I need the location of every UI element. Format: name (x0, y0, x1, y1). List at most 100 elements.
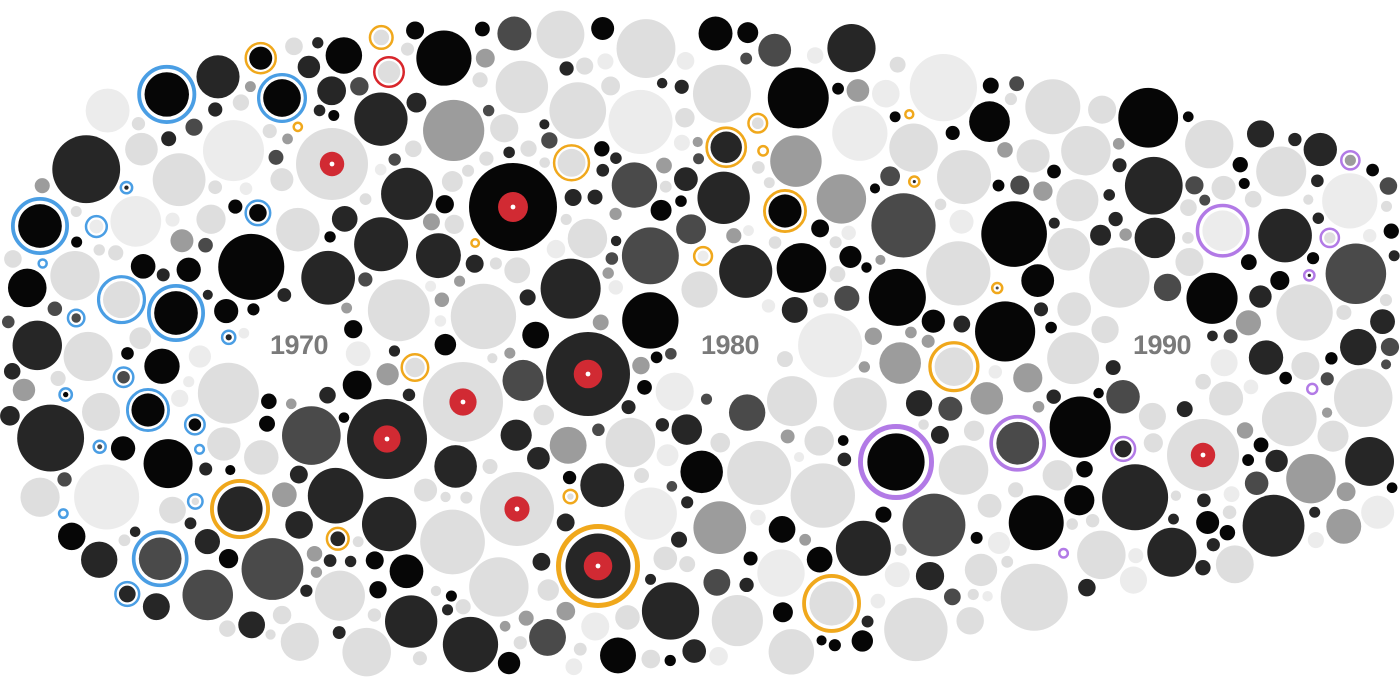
album-bubble[interactable] (703, 568, 731, 596)
album-bubble[interactable] (776, 243, 827, 293)
album-bubble[interactable] (780, 429, 795, 444)
album-bubble[interactable] (495, 60, 549, 114)
album-bubble[interactable] (1088, 95, 1117, 124)
album-bubble[interactable] (17, 404, 85, 472)
album-bubble[interactable] (634, 468, 650, 483)
album-bubble[interactable] (752, 161, 765, 174)
album-bubble[interactable] (186, 492, 204, 510)
album-bubble[interactable] (261, 393, 277, 410)
album-bubble[interactable] (776, 351, 793, 368)
album-bubble[interactable] (238, 611, 266, 639)
album-bubble[interactable] (85, 88, 130, 133)
album-bubble[interactable] (1320, 372, 1334, 386)
album-bubble[interactable] (861, 615, 874, 628)
album-bubble[interactable] (282, 406, 341, 465)
album-bubble[interactable] (928, 341, 980, 393)
album-bubble[interactable] (1032, 400, 1045, 413)
album-bubble[interactable] (194, 528, 220, 555)
album-bubble[interactable] (306, 545, 323, 562)
album-bubble[interactable] (171, 389, 189, 408)
album-bubble[interactable] (1061, 125, 1111, 176)
album-bubble[interactable] (673, 134, 690, 151)
album-bubble[interactable] (1175, 247, 1204, 277)
album-bubble[interactable] (562, 470, 577, 485)
album-bubble[interactable] (185, 118, 203, 136)
album-bubble[interactable] (47, 301, 63, 317)
album-bubble[interactable] (1240, 254, 1257, 271)
album-bubble[interactable] (549, 426, 587, 464)
album-bubble[interactable] (285, 398, 297, 410)
album-bubble[interactable] (1085, 513, 1100, 528)
album-bubble[interactable] (208, 180, 223, 195)
album-bubble[interactable] (487, 353, 498, 364)
album-bubble[interactable] (539, 157, 551, 168)
album-bubble[interactable] (96, 275, 147, 325)
album-bubble[interactable] (1143, 433, 1163, 453)
album-bubble[interactable] (921, 334, 935, 348)
album-bubble[interactable] (1046, 389, 1061, 404)
album-bubble[interactable] (265, 629, 276, 640)
album-bubble[interactable] (367, 608, 382, 622)
album-bubble[interactable] (1380, 200, 1393, 212)
album-bubble[interactable] (297, 55, 321, 79)
album-bubble[interactable] (1138, 402, 1166, 430)
album-bubble[interactable] (182, 569, 233, 621)
album-bubble[interactable] (1236, 422, 1254, 439)
album-bubble[interactable] (1243, 379, 1259, 395)
album-bubble[interactable] (743, 225, 754, 236)
album-bubble[interactable] (176, 257, 201, 282)
album-bubble[interactable] (1004, 92, 1018, 106)
album-bubble[interactable] (1223, 486, 1240, 503)
album-bubble[interactable] (1333, 368, 1393, 427)
album-bubble[interactable] (659, 180, 672, 193)
album-bubble[interactable] (540, 258, 601, 319)
album-bubble[interactable] (71, 236, 83, 248)
album-bubble[interactable] (967, 588, 979, 601)
album-bubble[interactable] (165, 212, 180, 227)
album-bubble[interactable] (934, 198, 947, 211)
album-bubble[interactable] (943, 588, 961, 606)
album-bubble[interactable] (121, 347, 134, 360)
album-bubble[interactable] (12, 378, 36, 402)
album-bubble[interactable] (1089, 247, 1150, 308)
album-bubble[interactable] (1317, 420, 1349, 452)
highlight-bubble-7[interactable] (1167, 419, 1239, 491)
album-bubble[interactable] (1110, 435, 1137, 463)
album-bubble[interactable] (581, 612, 610, 641)
album-bubble[interactable] (816, 635, 827, 646)
album-bubble[interactable] (837, 452, 852, 467)
album-bubble[interactable] (872, 79, 900, 108)
highlight-bubble-0[interactable] (296, 128, 368, 200)
album-bubble[interactable] (344, 320, 363, 339)
album-bubble[interactable] (804, 426, 834, 456)
album-bubble[interactable] (37, 258, 48, 269)
album-bubble[interactable] (997, 142, 1013, 158)
album-bubble[interactable] (184, 517, 197, 530)
album-bubble[interactable] (680, 450, 723, 494)
album-bubble[interactable] (504, 347, 516, 359)
album-bubble[interactable] (889, 111, 901, 123)
album-bubble[interactable] (454, 275, 466, 287)
album-bubble[interactable] (747, 112, 769, 134)
album-bubble[interactable] (740, 52, 753, 65)
album-bubble[interactable] (556, 601, 576, 621)
album-bubble[interactable] (1322, 173, 1378, 229)
album-bubble[interactable] (565, 658, 583, 676)
highlight-bubble-1[interactable] (469, 163, 557, 251)
album-bubble[interactable] (772, 602, 793, 623)
album-bubble[interactable] (905, 390, 933, 417)
album-bubble[interactable] (1242, 454, 1255, 466)
album-bubble[interactable] (328, 109, 340, 121)
album-bubble[interactable] (241, 538, 304, 600)
album-bubble[interactable] (497, 651, 521, 675)
album-bubble[interactable] (1383, 223, 1399, 239)
album-bubble[interactable] (93, 244, 105, 256)
album-bubble[interactable] (208, 102, 223, 117)
album-bubble[interactable] (1064, 485, 1095, 516)
album-bubble[interactable] (268, 149, 284, 165)
album-bubble[interactable] (666, 481, 678, 492)
album-bubble[interactable] (1049, 396, 1111, 458)
album-bubble[interactable] (611, 162, 658, 208)
album-bubble[interactable] (441, 171, 463, 192)
album-bubble[interactable] (766, 376, 817, 427)
